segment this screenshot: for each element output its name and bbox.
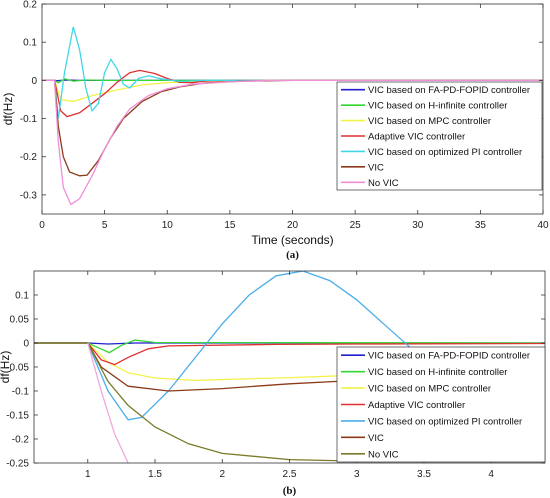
series-group xyxy=(42,26,543,206)
legend: VIC based on FA-PD-FOPID controller VIC b… xyxy=(336,346,546,463)
y-tick-label: 0.1 xyxy=(23,38,37,49)
legend-entry: VIC based on H-infinite controller xyxy=(368,101,507,112)
chart-b: 1 1.5 2 2.5 3 3.5 4 0.1 0.05 0 -0.05 -0.1 -0.15 -0.2 -… xyxy=(0,270,546,497)
legend-entry: VIC based on MPC controller xyxy=(368,384,491,395)
x-tick-label: 1 xyxy=(85,469,91,480)
y-tick-label: -0.15 xyxy=(6,411,29,422)
y-axis-label: df(Hz) xyxy=(0,351,12,384)
x-axis-label: Time (seconds) xyxy=(251,233,333,247)
x-tick-label: 3.5 xyxy=(417,469,431,480)
legend-entry: VIC based on FA-PD-FOPID controller xyxy=(368,85,530,96)
series-line-3 xyxy=(42,69,543,118)
x-tick-label: 30 xyxy=(412,220,424,231)
x-tick-label: 3 xyxy=(354,469,360,480)
legend-entry: VIC based on optimized PI controller xyxy=(368,147,522,158)
legend-entry: No VIC xyxy=(368,449,399,460)
legend-entry: VIC based on H-infinite controller xyxy=(368,367,507,378)
y-tick-label: -0.05 xyxy=(6,363,29,374)
x-tick-label: 10 xyxy=(162,220,174,231)
legend-entry: VIC based on FA-PD-FOPID controller xyxy=(368,351,530,362)
y-tick-label: 0 xyxy=(23,339,29,350)
x-tick-label: 40 xyxy=(537,220,549,231)
y-tick-label: -0.25 xyxy=(6,459,29,470)
x-tick-label: 0 xyxy=(39,220,45,231)
legend-entry: VIC based on MPC controller xyxy=(368,116,491,127)
x-tick-label: 2.5 xyxy=(283,469,297,480)
legend-entry: VIC xyxy=(368,162,384,173)
y-tick-label: 0.1 xyxy=(15,291,29,302)
series-line-7 xyxy=(87,342,129,463)
legend-entry: Adaptive VIC controller xyxy=(368,132,465,143)
x-tick-label: 20 xyxy=(287,220,299,231)
x-tick-label: 4 xyxy=(488,469,494,480)
y-tick-label: -0.2 xyxy=(12,435,30,446)
legend-entry: VIC xyxy=(368,433,384,444)
y-tick-label: -0.1 xyxy=(20,114,38,125)
y-tick-label: -0.2 xyxy=(20,152,38,163)
y-axis-label: df(Hz) xyxy=(1,93,15,126)
x-tick-label: 2 xyxy=(219,469,225,480)
y-tick-label: 0 xyxy=(31,76,37,87)
x-tick-label: 25 xyxy=(350,220,362,231)
x-tick-label: 1.5 xyxy=(148,469,162,480)
series-line-6 xyxy=(42,79,543,206)
legend: VIC based on FA-PD-FOPID controller VIC b… xyxy=(336,81,543,191)
series-line-3 xyxy=(34,342,545,366)
x-tick-label: 5 xyxy=(102,220,108,231)
figure-caption: (b) xyxy=(283,485,297,497)
x-tick-label: 35 xyxy=(475,220,487,231)
x-tick-label: 15 xyxy=(224,220,236,231)
y-tick-label: -0.1 xyxy=(12,387,30,398)
y-tick-label: 0.2 xyxy=(23,0,37,11)
legend-entry: Adaptive VIC controller xyxy=(368,400,465,411)
y-tick-label: -0.3 xyxy=(20,190,38,201)
legend-entry: VIC based on optimized PI controller xyxy=(368,416,522,427)
chart-a: 0 5 10 15 20 25 30 35 40 0.2 0.1 0 -0.1 -0.2 -0.3 Time … xyxy=(1,0,549,261)
legend-box xyxy=(336,81,543,191)
figure-caption: (a) xyxy=(286,249,299,261)
legend-entry: No VIC xyxy=(368,178,399,189)
legend-box xyxy=(336,346,546,463)
y-tick-label: 0.05 xyxy=(10,315,30,326)
series-line-4 xyxy=(42,26,543,119)
